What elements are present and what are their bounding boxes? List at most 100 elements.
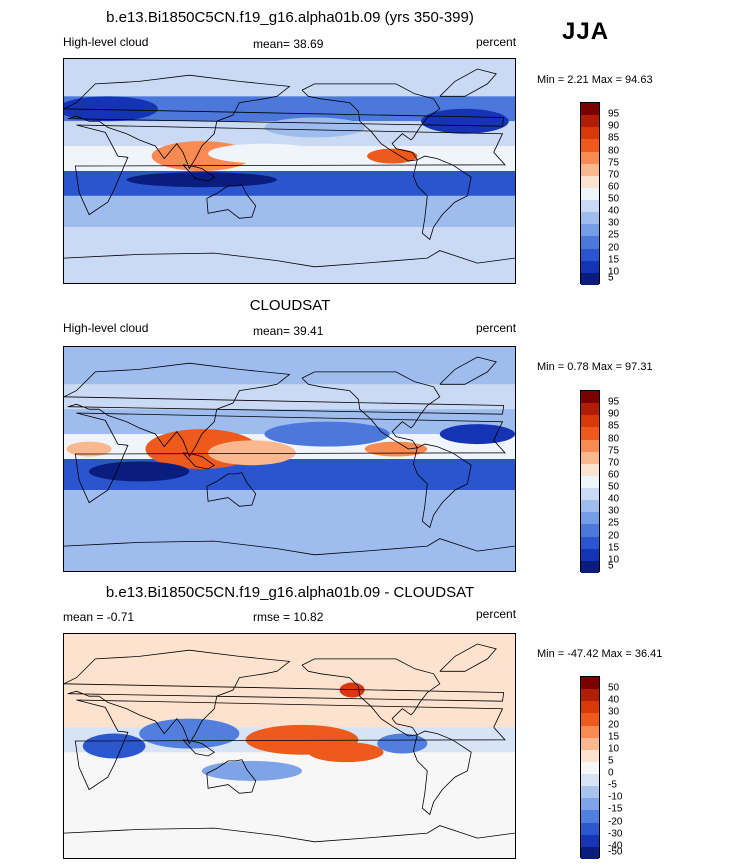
panel3-colorbar-swatch-3 bbox=[581, 713, 599, 726]
panel3-colorbar-swatch-10 bbox=[581, 798, 599, 811]
panel2-antarctica-outline bbox=[64, 538, 515, 556]
panel3-indonesia-outline bbox=[182, 739, 216, 757]
panel2-feature-2 bbox=[364, 441, 428, 457]
panel3-colorbar-tick: 30 bbox=[608, 706, 620, 718]
panel1-australia-outline bbox=[206, 184, 257, 219]
panel3-band-2 bbox=[64, 702, 515, 728]
panel1-colorbar-tick: 25 bbox=[608, 229, 620, 241]
panel1-feature-1 bbox=[208, 143, 321, 164]
panel2-colorbar-swatch-14 bbox=[581, 560, 599, 573]
panel1-colorbar-swatch-13 bbox=[581, 260, 599, 273]
panel3-rmse: rmse = 10.82 bbox=[253, 610, 324, 624]
panel2-indonesia-outline bbox=[182, 452, 216, 470]
panel2-greenland-outline bbox=[439, 356, 497, 385]
panel1-map bbox=[63, 58, 516, 284]
panel3-australia-outline bbox=[206, 759, 257, 794]
panel2-colorbar-swatch-6 bbox=[581, 463, 599, 476]
panel3-colorbar-tick: -50 bbox=[608, 846, 623, 858]
panel2-units: percent bbox=[476, 321, 517, 335]
panel1-colorbar-swatch-5 bbox=[581, 163, 599, 176]
panel2-band-1 bbox=[64, 384, 515, 410]
panel1-feature-2 bbox=[367, 148, 418, 164]
panel2-feature-1 bbox=[208, 440, 296, 466]
panel2-colorbar-swatch-3 bbox=[581, 427, 599, 440]
panel1-africa-outline bbox=[74, 124, 506, 216]
panel3-title: b.e13.Bi1850C5CN.f19_g16.alpha01b.09 - C… bbox=[105, 584, 475, 601]
panel2-colorbar-swatch-12 bbox=[581, 536, 599, 549]
panel3-colorbar-tick: -30 bbox=[608, 828, 623, 840]
panel3-band-0 bbox=[64, 634, 515, 672]
panel2-colorbar: 95 90 85 80 75 70 60 50 40 30 25 20 15 10 5 bbox=[580, 390, 619, 573]
panel3-colorbar-swatch-14 bbox=[581, 846, 599, 859]
panel2-australia-outline bbox=[206, 472, 257, 507]
panel3-colorbar-tick: 10 bbox=[608, 743, 620, 755]
panel1-title: b.e13.Bi1850C5CN.f19_g16.alpha01b.09 (yr… bbox=[106, 9, 474, 26]
panel2-colorbar-tick: 25 bbox=[608, 517, 620, 529]
panel2-colorbar-tick: 10 bbox=[608, 554, 620, 566]
panel2-colorbar-tick: 60 bbox=[608, 469, 620, 481]
panel1-colorbar-tick: 85 bbox=[608, 132, 620, 144]
panel2-colorbar-tick: 70 bbox=[608, 457, 620, 469]
panel2-left-label: High-level cloud bbox=[63, 321, 149, 335]
panel1-band-0 bbox=[64, 59, 515, 97]
panel3-colorbar-tick: -40 bbox=[608, 840, 623, 852]
panel1-greenland-outline bbox=[439, 68, 497, 97]
panel1-colorbar-swatch-12 bbox=[581, 248, 599, 261]
panel1-band-5 bbox=[64, 195, 515, 227]
panel3-colorbar-swatch-1 bbox=[581, 689, 599, 702]
panel3-colorbar-swatch-7 bbox=[581, 761, 599, 774]
panel3-south-america-outline bbox=[413, 730, 472, 816]
panel3-colorbar-swatch-11 bbox=[581, 810, 599, 823]
panel2-colorbar-swatch-5 bbox=[581, 451, 599, 464]
panel2-colorbar-swatch-0 bbox=[581, 391, 599, 404]
panel3-colorbar-swatch-9 bbox=[581, 786, 599, 799]
panel2-colorbar-swatch-13 bbox=[581, 548, 599, 561]
panel1-colorbar-tick: 5 bbox=[608, 272, 614, 284]
panel1-colorbar-tick: 90 bbox=[608, 120, 620, 132]
panel2-feature-5 bbox=[264, 421, 390, 447]
panel1-colorbar-box bbox=[580, 102, 600, 285]
panel3-colorbar-tick: 5 bbox=[608, 755, 614, 767]
panel2-colorbar-tick: 20 bbox=[608, 530, 620, 542]
season-label: JJA bbox=[562, 18, 610, 45]
panel2-band-6 bbox=[64, 515, 515, 571]
panel3-minmax: Min = -47.42 Max = 36.41 bbox=[537, 648, 663, 660]
panel3-mean: mean = -0.71 bbox=[63, 610, 135, 624]
panel1-indonesia-outline bbox=[182, 164, 216, 182]
panel1-colorbar-tick: 15 bbox=[608, 254, 620, 266]
panel2-mean: mean= 39.41 bbox=[253, 324, 324, 338]
panel3-colorbar-swatch-0 bbox=[581, 677, 599, 690]
panel2-north-america-outline bbox=[301, 371, 441, 450]
panel2-colorbar-tick: 90 bbox=[608, 408, 620, 420]
panel3-map-svg bbox=[64, 634, 515, 858]
panel1-colorbar-swatch-9 bbox=[581, 212, 599, 225]
panel2-title: CLOUDSAT bbox=[249, 297, 331, 314]
panel1-feature-3 bbox=[64, 96, 158, 122]
panel1-colorbar-tick: 40 bbox=[608, 205, 620, 217]
panel3-colorbar-box bbox=[580, 676, 600, 859]
panel2-colorbar-tick: 40 bbox=[608, 493, 620, 505]
panel1-colorbar-swatch-4 bbox=[581, 151, 599, 164]
panel2-colorbar-tick: 75 bbox=[608, 445, 620, 457]
panel3-colorbar-tick: -15 bbox=[608, 803, 623, 815]
panel3-colorbar-tick: -10 bbox=[608, 791, 623, 803]
panel1-colorbar-swatch-7 bbox=[581, 187, 599, 200]
panel2-map-svg bbox=[64, 347, 515, 571]
panel1-colorbar-tick: 95 bbox=[608, 108, 620, 120]
panel2-colorbar-tick: 30 bbox=[608, 505, 620, 517]
panel2-colorbar-swatch-4 bbox=[581, 439, 599, 452]
panel1-colorbar-tick: 30 bbox=[608, 217, 620, 229]
panel3-colorbar-tick: 40 bbox=[608, 694, 620, 706]
panel2-colorbar-tick: 15 bbox=[608, 542, 620, 554]
panel3-colorbar-tick: -20 bbox=[608, 816, 623, 828]
panel2-colorbar-tick: 85 bbox=[608, 420, 620, 432]
panel2-colorbar-tick: 50 bbox=[608, 481, 620, 493]
panel2-colorbar-swatch-8 bbox=[581, 488, 599, 501]
panel1-minmax: Min = 2.21 Max = 94.63 bbox=[537, 74, 653, 86]
panel3-feature-4 bbox=[201, 760, 303, 781]
panel3-colorbar-swatch-8 bbox=[581, 774, 599, 787]
panel1-band-4 bbox=[64, 171, 515, 196]
panel1-colorbar-tick: 10 bbox=[608, 266, 620, 278]
panel1-colorbar-swatch-6 bbox=[581, 175, 599, 188]
panel1-colorbar-swatch-11 bbox=[581, 236, 599, 249]
